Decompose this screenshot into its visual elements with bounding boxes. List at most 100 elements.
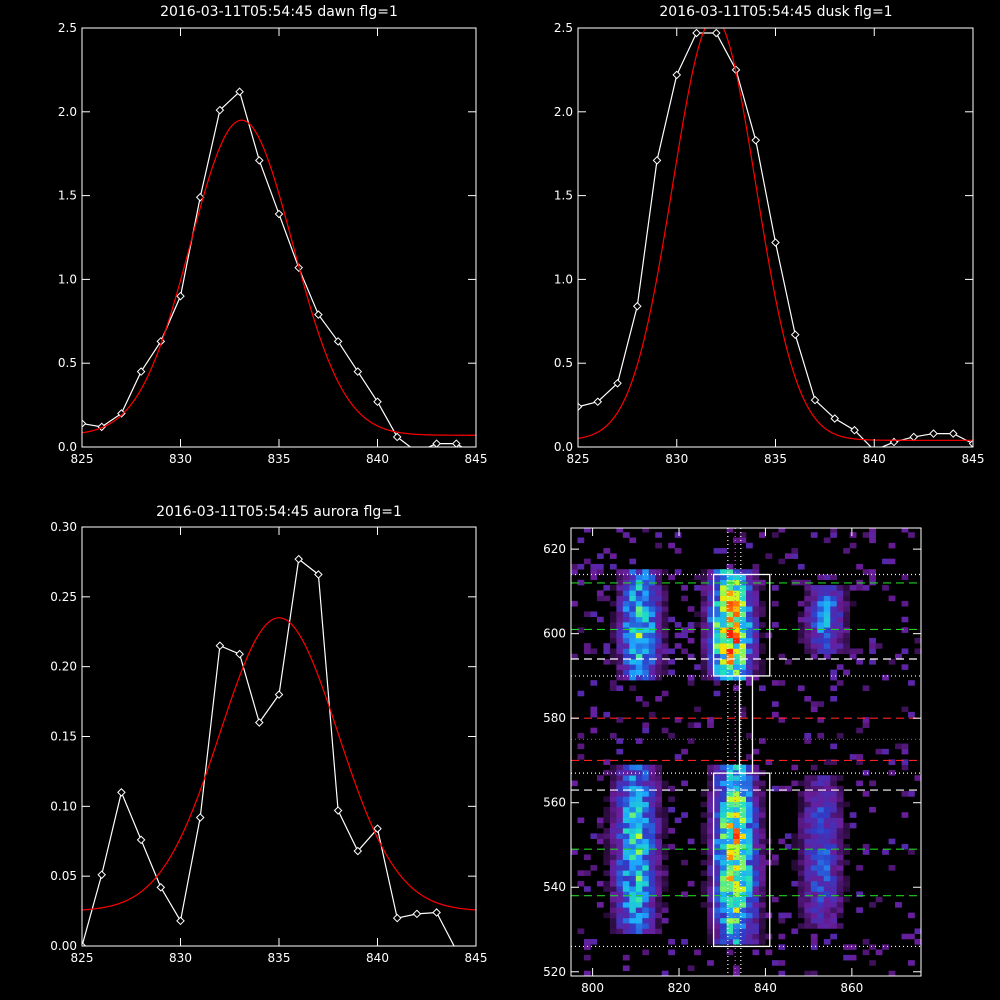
- spectral-image-heat-cell: [726, 801, 734, 808]
- spectral-image-heat-cell: [616, 643, 624, 649]
- spectral-image-heat-cell: [694, 722, 701, 728]
- spectral-image-heat-cell: [804, 902, 812, 908]
- spectral-image-heat-cell: [616, 886, 624, 892]
- spectral-image-heat-cell: [707, 637, 714, 644]
- spectral-image-heat-cell: [810, 875, 818, 882]
- dawn-data-point: [353, 367, 363, 376]
- spectral-image-heat-cell: [609, 780, 617, 787]
- spectral-image-heat-cell: [622, 838, 630, 845]
- aurora-data-point: [333, 806, 343, 815]
- spectral-image-heat-cell: [791, 548, 799, 554]
- spectral-image-heat-cell: [726, 865, 734, 871]
- spectral-image-heat-cell: [609, 732, 617, 739]
- spectral-image-heat-cell: [622, 569, 630, 575]
- spectral-image-heat-cell: [713, 822, 721, 829]
- spectral-image-heat-cell: [655, 880, 663, 887]
- spectral-image-heat-cell: [739, 574, 747, 581]
- spectral-image-heat-cell: [609, 928, 617, 935]
- spectral-image-heat-cell: [713, 817, 721, 824]
- spectral-image-heat-cell: [817, 590, 825, 596]
- spectral-image-heat-cell: [616, 569, 624, 575]
- spectral-image-heat-cell: [648, 854, 656, 861]
- spectral-image-heat-cell: [765, 849, 773, 855]
- aurora-data-point: [314, 570, 323, 579]
- spectral-image-heat-cell: [746, 886, 753, 892]
- spectral-image-heat-cell: [739, 902, 747, 908]
- aurora-x-tick-label: 830: [169, 951, 192, 965]
- spectral-image-heat-cell: [843, 880, 850, 887]
- spectral-image-heat-cell: [823, 817, 831, 824]
- spectral-image-heat-cell: [778, 558, 786, 565]
- spectral-image-heat-cell: [836, 590, 844, 596]
- spectral-image-heat-cell: [720, 606, 727, 612]
- spectral-image-heat-cell: [713, 590, 721, 596]
- spectral-image-heat-cell: [804, 838, 812, 845]
- spectral-image-heat-cell: [849, 944, 857, 950]
- spectral-image-heat-cell: [726, 928, 734, 935]
- spectral-image-heat-cell: [830, 812, 838, 818]
- spectral-image-heat-cell: [830, 833, 838, 839]
- spectral-image-heat-cell: [746, 796, 753, 802]
- aurora-x-tick-label: 845: [465, 951, 488, 965]
- spectral-image-heat-cell: [810, 859, 818, 866]
- spectral-image-heat-cell: [733, 933, 740, 940]
- spectral-image-heat-cell: [746, 880, 753, 887]
- aurora-data-point: [456, 945, 457, 946]
- spectral-image-heat-cell: [746, 812, 753, 818]
- spectral-image-heat-cell: [817, 622, 825, 628]
- spectral-image-heat-cell: [739, 669, 747, 676]
- spectral-image-heat-cell: [733, 828, 740, 834]
- spectral-image-heat-cell: [655, 806, 663, 813]
- spectral-image-heat-cell: [810, 622, 818, 628]
- spectral-image-heat-cell: [901, 574, 909, 581]
- aurora-data-point: [274, 690, 284, 699]
- spectral-image-heat-cell: [804, 738, 812, 744]
- spectral-image-heat-cell: [758, 833, 766, 839]
- spectral-image-heat-cell: [733, 637, 740, 644]
- spectral-image-heat-cell: [862, 849, 870, 855]
- spectral-image-heat-cell: [752, 880, 760, 887]
- spectral-image-heat-cell: [752, 600, 760, 607]
- spectral-image-heat-cell: [810, 891, 818, 898]
- spectral-image-heat-cell: [733, 775, 740, 781]
- spectral-image-heat-cell: [609, 600, 617, 607]
- spectral-image-heat-cell: [830, 622, 838, 628]
- spectral-image-heat-cell: [758, 828, 766, 834]
- dawn-data-point: [274, 209, 284, 219]
- spectral-image-heat-cell: [629, 569, 637, 575]
- dawn-y-tick-label: 0.5: [58, 356, 77, 370]
- spectral-image-heat-cell: [817, 843, 825, 850]
- spectral-image-heat-cell: [914, 775, 921, 781]
- spectral-image-heat-cell: [843, 600, 850, 607]
- spectral-image-heat-cell: [791, 859, 799, 866]
- spectral-image-heat-cell: [869, 944, 876, 950]
- spectral-image-heat-cell: [661, 865, 669, 871]
- spectral-image-heat-cell: [733, 791, 740, 797]
- spectral-image-heat-cell: [622, 532, 630, 538]
- spectral-image-heat-cell: [694, 706, 701, 713]
- spectral-image-heat-cell: [622, 785, 630, 792]
- aurora-data-point: [176, 916, 185, 926]
- spectral-image-heat-cell: [726, 600, 734, 607]
- spectral-image-heat-cell: [836, 643, 844, 649]
- spectral-image-heat-cell: [810, 600, 818, 607]
- spectral-image-heat-cell: [642, 896, 650, 903]
- spectral-image-heat-cell: [661, 849, 669, 855]
- spectral-image-heat-cell: [726, 780, 734, 787]
- spectral-image-heat-cell: [674, 569, 682, 575]
- spectral-image-heat-cell: [635, 796, 643, 802]
- spectral-image-heat-cell: [609, 822, 617, 829]
- spectral-image-heat-cell: [655, 595, 663, 602]
- spectral-image-heat-cell: [713, 812, 721, 818]
- spectral-image-heat-cell: [635, 875, 643, 882]
- spectral-image-heat-cell: [661, 669, 669, 676]
- spectral-image-heat-cell: [713, 880, 721, 887]
- spectral-image-heat-cell: [739, 569, 747, 575]
- spectral-image-heat-cell: [603, 595, 611, 602]
- spectral-image-heat-cell: [817, 880, 825, 887]
- spectral-image-heat-cell: [862, 585, 870, 591]
- spectral-image-heat-cell: [746, 891, 753, 898]
- spectral-image-heat-cell: [635, 738, 643, 744]
- spectral-image-heat-cell: [616, 880, 624, 887]
- spectral-image-heat-cell: [616, 622, 624, 628]
